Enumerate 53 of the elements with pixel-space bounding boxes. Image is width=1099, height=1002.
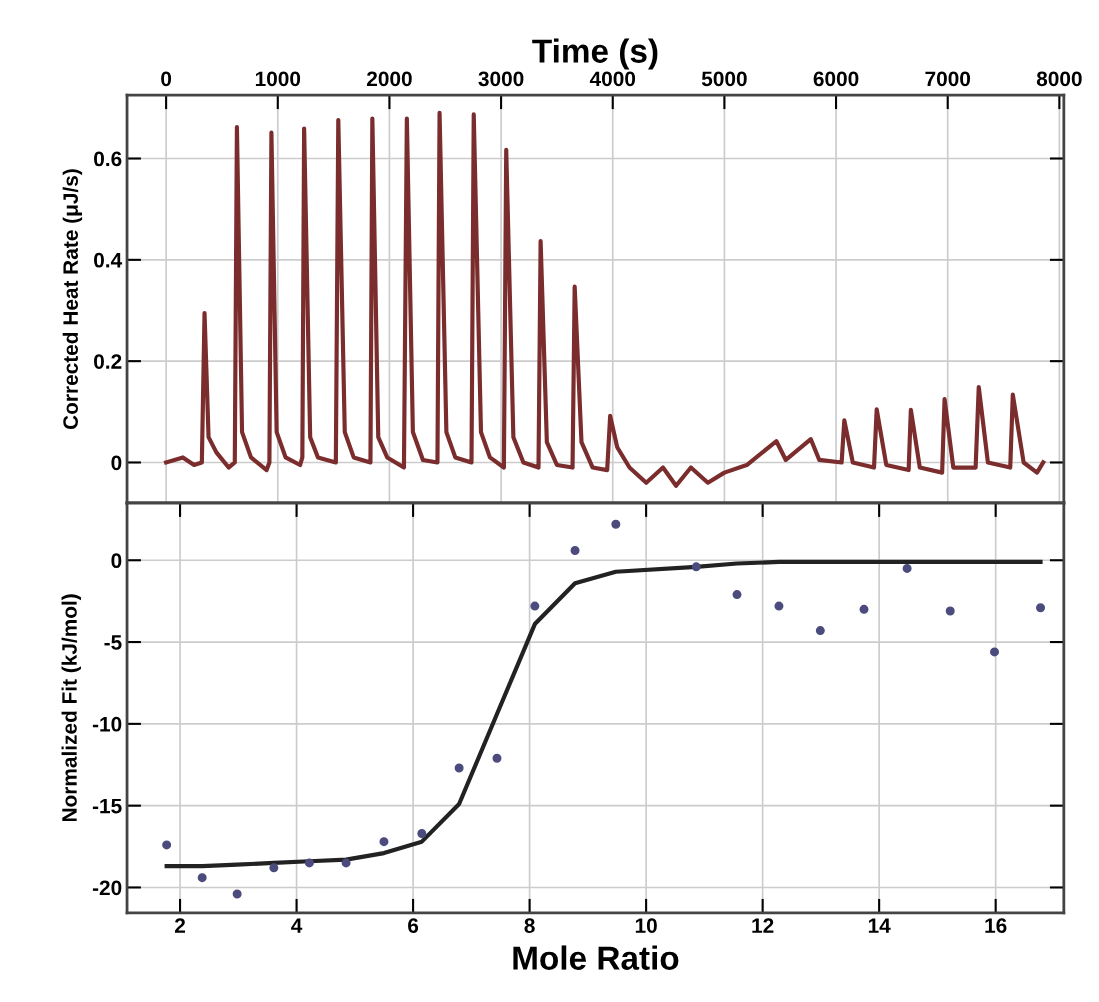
point [341, 858, 351, 868]
x-tick-label: 7000 [925, 71, 971, 87]
x-tick-label: 4000 [589, 71, 636, 87]
point [774, 601, 784, 611]
y-tick-label: 0.4 [94, 252, 123, 268]
y-tick-label: 0.2 [94, 354, 122, 369]
x-tick-label: 2000 [366, 71, 412, 87]
x-axis-title: Mole Ratio [513, 945, 679, 970]
point [1036, 603, 1046, 613]
y-tick-label: 0.6 [94, 151, 122, 167]
y-tick-label: -10 [92, 716, 122, 732]
x-tick-label: 4 [291, 918, 303, 933]
y-tick-label: 0 [111, 553, 122, 569]
point [732, 590, 742, 600]
x-tick-label: 12 [752, 918, 774, 933]
y-tick-label: 0 [111, 455, 122, 471]
y-axis-title: Normalized Fit (kJ/mol) [61, 594, 81, 822]
x-tick-label: 8000 [1036, 71, 1082, 87]
x-tick-label: 2 [174, 918, 186, 933]
point [417, 828, 427, 838]
point [815, 626, 825, 636]
point [570, 545, 580, 555]
x-tick-label: 8 [524, 918, 535, 933]
x-tick-label: 6 [408, 918, 419, 933]
x-tick-label: 3000 [478, 71, 524, 87]
point [530, 601, 540, 611]
point [691, 562, 701, 572]
x-tick-label: 6000 [813, 71, 859, 87]
point [162, 840, 172, 850]
y-axis-title: Corrected Heat Rate (μJ/s) [62, 169, 83, 430]
y-tick-label: -15 [92, 798, 122, 814]
point [945, 606, 955, 616]
point [611, 519, 621, 529]
x-tick-label: 14 [868, 918, 891, 933]
x-tick-label: 0 [161, 71, 172, 87]
point [454, 763, 464, 773]
x-tick-label: 5000 [701, 71, 747, 87]
point [269, 863, 279, 873]
point [232, 889, 242, 899]
x-axis-title: Time (s) [532, 38, 658, 70]
x-tick-label: 1000 [255, 71, 301, 87]
point [902, 563, 912, 573]
point [859, 604, 869, 614]
y-tick-label: -20 [92, 880, 122, 896]
point [304, 858, 314, 868]
x-tick-label: 16 [985, 918, 1007, 933]
y-tick-label: -5 [104, 635, 122, 650]
x-tick-label: 10 [635, 918, 657, 933]
point [492, 753, 502, 763]
point [197, 873, 207, 883]
point [379, 837, 389, 847]
line-series [164, 110, 1046, 488]
point [990, 647, 1000, 657]
